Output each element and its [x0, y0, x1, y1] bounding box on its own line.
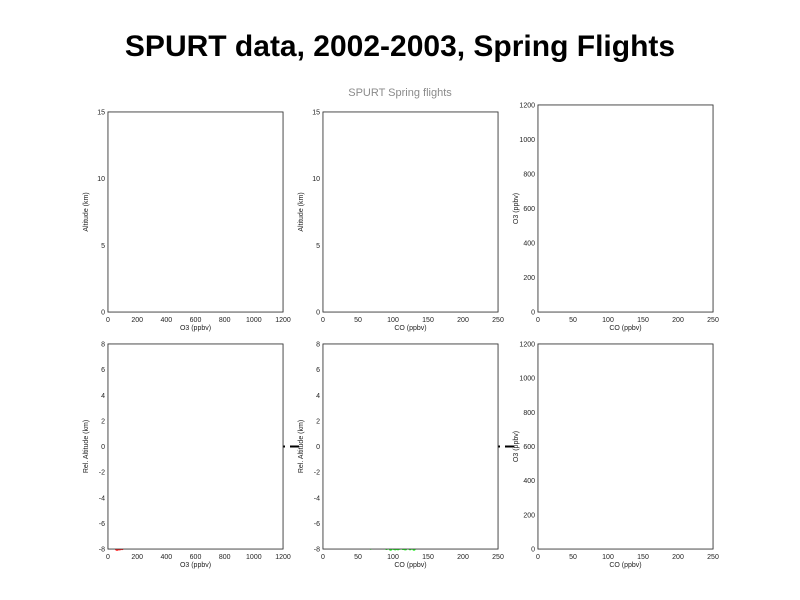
y-tick-label: 5: [101, 243, 105, 250]
slide-title: SPURT data, 2002-2003, Spring Flights: [124, 30, 676, 63]
x-tick-label: 400: [160, 317, 172, 324]
x-axis-label: O3 (ppbv): [180, 325, 211, 332]
plot-frame: [107, 111, 284, 313]
y-tick-label: 15: [97, 110, 105, 117]
y-tick-label: 10: [97, 176, 105, 183]
y-axis-label: Altitude (km): [83, 192, 90, 231]
x-tick-label: 0: [106, 317, 110, 324]
x-tick-label: 1200: [275, 317, 291, 324]
x-tick-label: 600: [190, 317, 202, 324]
chart-o3-altitude: 0 200 400 600 800 1000 1200 0 5 10 15 O3 (ppbv) Alti…: [83, 110, 291, 333]
y-tick-label: 0: [101, 310, 105, 317]
figure-title: SPURT Spring flights: [348, 87, 452, 99]
x-tick-label: 200: [131, 317, 143, 324]
x-tick-label: 1000: [246, 317, 262, 324]
x-tick-label: 800: [219, 317, 231, 324]
